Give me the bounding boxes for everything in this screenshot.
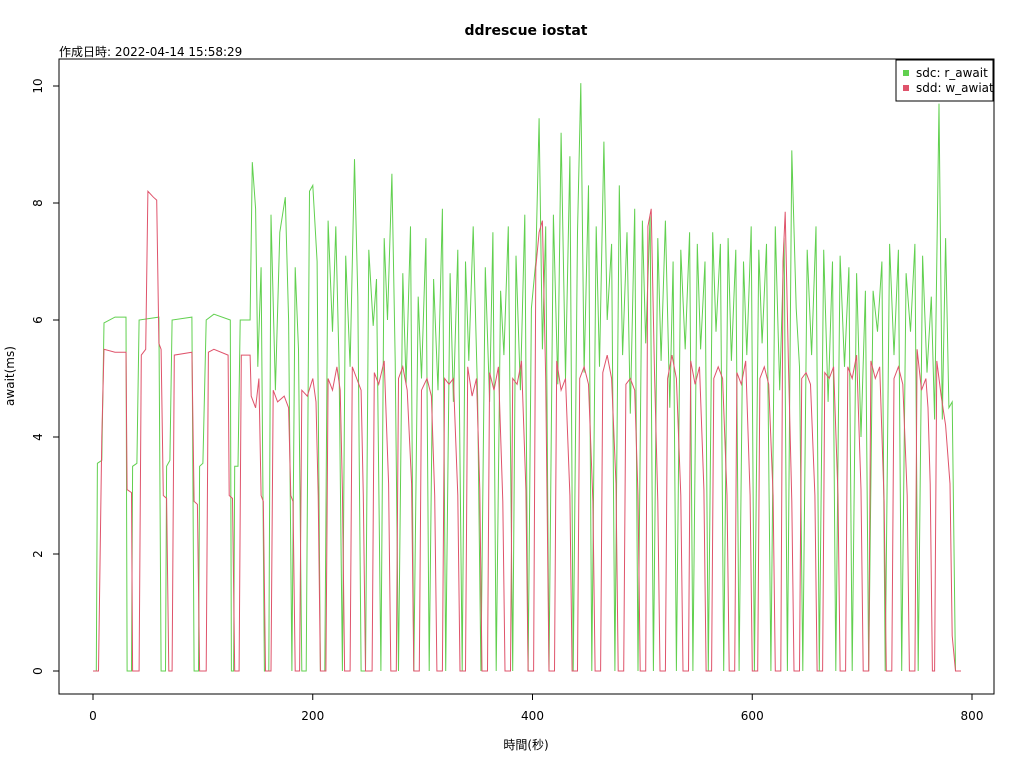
legend: sdc: r_await sdd: w_awiat: [895, 59, 994, 102]
x-tick-label: 400: [521, 709, 544, 723]
legend-box: [895, 59, 994, 102]
series-line-sdd-w-awiat: [93, 190, 961, 672]
legend-swatch-sdc: [903, 70, 909, 76]
series-group: [93, 83, 961, 672]
y-tick-label: 4: [31, 433, 45, 441]
legend-label-sdd: sdd: w_awiat: [916, 81, 994, 95]
y-tick-label: 10: [31, 78, 45, 93]
y-tick-label: 0: [31, 667, 45, 675]
x-axis: 0 200 400 600 800: [89, 693, 984, 723]
legend-label-sdc: sdc: r_await: [916, 66, 988, 80]
y-tick-label: 2: [31, 550, 45, 558]
x-tick-label: 600: [741, 709, 764, 723]
x-axis-label: 時間(秒): [503, 738, 548, 752]
y-tick-label: 6: [31, 316, 45, 324]
x-tick-label: 200: [301, 709, 324, 723]
chart-subtitle: 作成日時: 2022-04-14 15:58:29: [59, 45, 242, 59]
legend-swatch-sdd: [903, 85, 909, 91]
y-axis: 0 2 4 6 8 10: [31, 78, 60, 675]
y-axis-label: await(ms): [3, 346, 17, 406]
chart-title: ddrescue iostat: [465, 23, 588, 39]
x-tick-label: 800: [961, 709, 984, 723]
y-tick-label: 8: [31, 199, 45, 207]
x-tick-label: 0: [89, 709, 97, 723]
